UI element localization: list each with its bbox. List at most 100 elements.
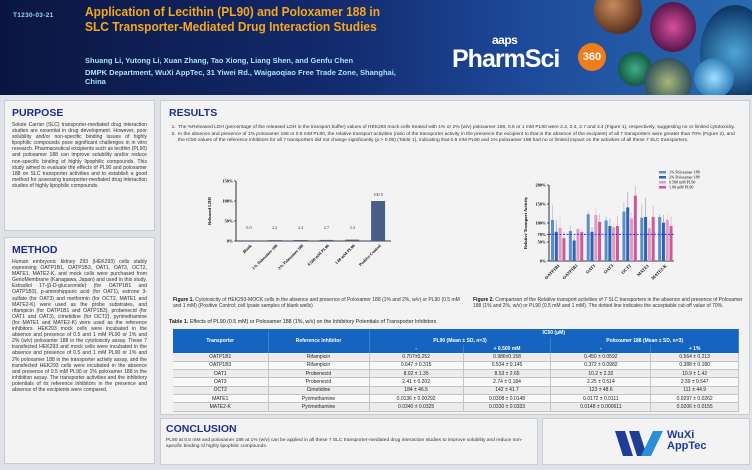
x-tick-label: 1.00 mM PL90 — [334, 243, 356, 265]
table-cell: Probenecid — [268, 369, 370, 379]
legend-label: 1.00 mM PL90 — [669, 185, 693, 190]
crystal-image-icon — [694, 58, 734, 95]
table-cell: Probenecid — [268, 377, 370, 387]
figure1-label: Figure 1. — [173, 297, 194, 303]
data-label: 3.4 — [350, 225, 356, 230]
wuxi-w-logo-icon — [615, 431, 663, 456]
bar — [608, 226, 612, 261]
cell-image-icon — [650, 2, 696, 52]
bar — [598, 221, 602, 261]
bar — [319, 239, 334, 241]
table-cell: 0.0148 ± 0.000611 — [550, 402, 652, 412]
x-tick-label: 1% Poloxamer 188 — [251, 243, 278, 270]
bar — [572, 240, 576, 261]
bar — [590, 231, 594, 261]
results-heading: RESULTS — [169, 107, 218, 119]
x-tick-label: 2% Poloxamer 188 — [277, 243, 304, 270]
table-cell: 2.41 ± 0.202 — [369, 377, 464, 387]
y-tick-label: 200% — [536, 183, 546, 188]
x-tick-label: Blank — [242, 243, 254, 255]
purpose-section: PURPOSE Solute Carrier (SLC) transporter… — [4, 100, 155, 231]
x-tick-label: OAT3 — [603, 263, 615, 275]
table-row: OATP1B1 Rifampicin 0.707±0.252 0.986±0.158 0… — [173, 353, 739, 362]
table-cell: OATP1B3 — [173, 361, 269, 371]
poster-title: Application of Lecithin (PL90) and Polox… — [85, 4, 381, 34]
figure2-caption: Figure 2. Comparison of the Relative tra… — [473, 297, 743, 309]
table-cell: 0.0330 ± 0.0333 — [463, 402, 552, 412]
y-tick-label: 0% — [227, 239, 233, 244]
method-section: METHOD Human embryonic kidney 293 (HEK29… — [4, 237, 155, 464]
table-row: OCT2 Cimetidine 184 ± 46.5 142 ± 41.7 123 ± … — [173, 386, 739, 396]
y-tick-label: 150% — [536, 202, 546, 207]
table1-title: Table 1. Effects of PL90 (0.5 mM) or Pol… — [169, 319, 436, 325]
table-cell: Pyrimethamine — [268, 394, 370, 404]
x-tick-label: OCT2 — [620, 263, 632, 275]
y-tick-label: 50% — [225, 219, 233, 224]
bar — [658, 216, 662, 261]
bar — [562, 238, 566, 261]
y-tick-label: 100% — [536, 221, 546, 226]
x-tick-label: OATP1B1 — [544, 263, 561, 280]
legend-label: 1% Poloxamer 188 — [669, 170, 700, 175]
bar — [267, 240, 282, 241]
table-cell: MATE2-K — [173, 402, 269, 412]
bar — [665, 219, 669, 261]
x-tick-label: OATP1B3 — [561, 263, 579, 281]
table-cell: 0.564 ± 0.213 — [650, 353, 739, 362]
table1-label: Table 1. — [169, 319, 189, 325]
data-label: 2.7 — [324, 225, 329, 230]
ic50-table: Transporter Reference Inhibitor IC50 (μM… — [173, 329, 739, 412]
legend-swatch — [659, 176, 666, 179]
bar — [640, 217, 644, 261]
sub-header: + 0.500 mM — [463, 345, 552, 353]
bar — [594, 215, 598, 261]
bar — [371, 201, 386, 241]
table-cell: Pyrimethamine — [268, 402, 370, 412]
x-tick-label: Positive Control — [358, 243, 383, 268]
y-tick-label: 50% — [538, 240, 546, 245]
table-cell: 0.0172 ± 0.0111 — [550, 394, 652, 404]
bar — [630, 218, 634, 261]
x-tick-label: 0.500 mM PL90 — [306, 243, 330, 267]
legend-swatch — [659, 186, 666, 189]
bar — [647, 228, 651, 261]
bar — [586, 214, 590, 261]
bar — [622, 211, 626, 261]
data-label: 2.4 — [298, 225, 304, 230]
legend-swatch — [659, 171, 666, 174]
bar — [558, 227, 562, 261]
table-cell: 0.0308 ± 0.0148 — [463, 394, 552, 404]
bar — [576, 229, 580, 261]
table-cell: 10.2 ± 2.32 — [550, 369, 652, 379]
bar — [669, 226, 673, 261]
wuxi-apptec-logo-text: WuXi AppTec — [667, 430, 707, 452]
y-axis-label: Released LDH — [207, 197, 212, 225]
conclusion-text: PL90 at 0.5 mM and poloxamer 188 at 1% (… — [166, 438, 523, 450]
table-cell: 2.74 ± 0.184 — [463, 377, 552, 387]
bar — [551, 219, 554, 261]
legend-label: 0.500 mM PL90 — [669, 180, 695, 185]
wuxi-apptec-logo-panel: WuXi AppTec — [542, 418, 750, 465]
affiliation: DMPK Department, WuXi AppTec, 31 Yiwei R… — [85, 68, 396, 86]
bar — [661, 222, 665, 261]
purpose-text: Solute Carrier (SLC) transporter-mediate… — [12, 122, 147, 189]
bar — [293, 240, 308, 241]
logo-pharmsci-text: PharmSci — [452, 45, 560, 73]
x-tick-label: MATE1 — [636, 263, 650, 277]
x-tick-label: OAT1 — [585, 263, 597, 275]
molecule-image-icon — [594, 0, 642, 34]
table-cell: 0.0340 ± 0.0325 — [369, 402, 464, 412]
method-heading: METHOD — [12, 244, 58, 256]
sub-header: - — [550, 345, 652, 353]
sub-header: - — [369, 345, 464, 353]
results-item: The %Released LDH (percentage of the rel… — [177, 125, 741, 131]
figure2-caption-text: Comparison of the Relative transport act… — [473, 297, 743, 309]
bar — [612, 227, 616, 261]
bar — [615, 226, 619, 261]
table-cell: 8.02 ± 1.35 — [369, 369, 464, 379]
bar — [644, 216, 648, 261]
table-cell: OAT1 — [173, 369, 269, 379]
figure1-caption: Figure 1. Cytotoxicity of HEK293-MOCK ce… — [173, 297, 463, 309]
table-cell: 0.0136 ± 0.00292 — [369, 394, 464, 404]
col-header-ic50: IC50 (μM) — [369, 329, 739, 337]
